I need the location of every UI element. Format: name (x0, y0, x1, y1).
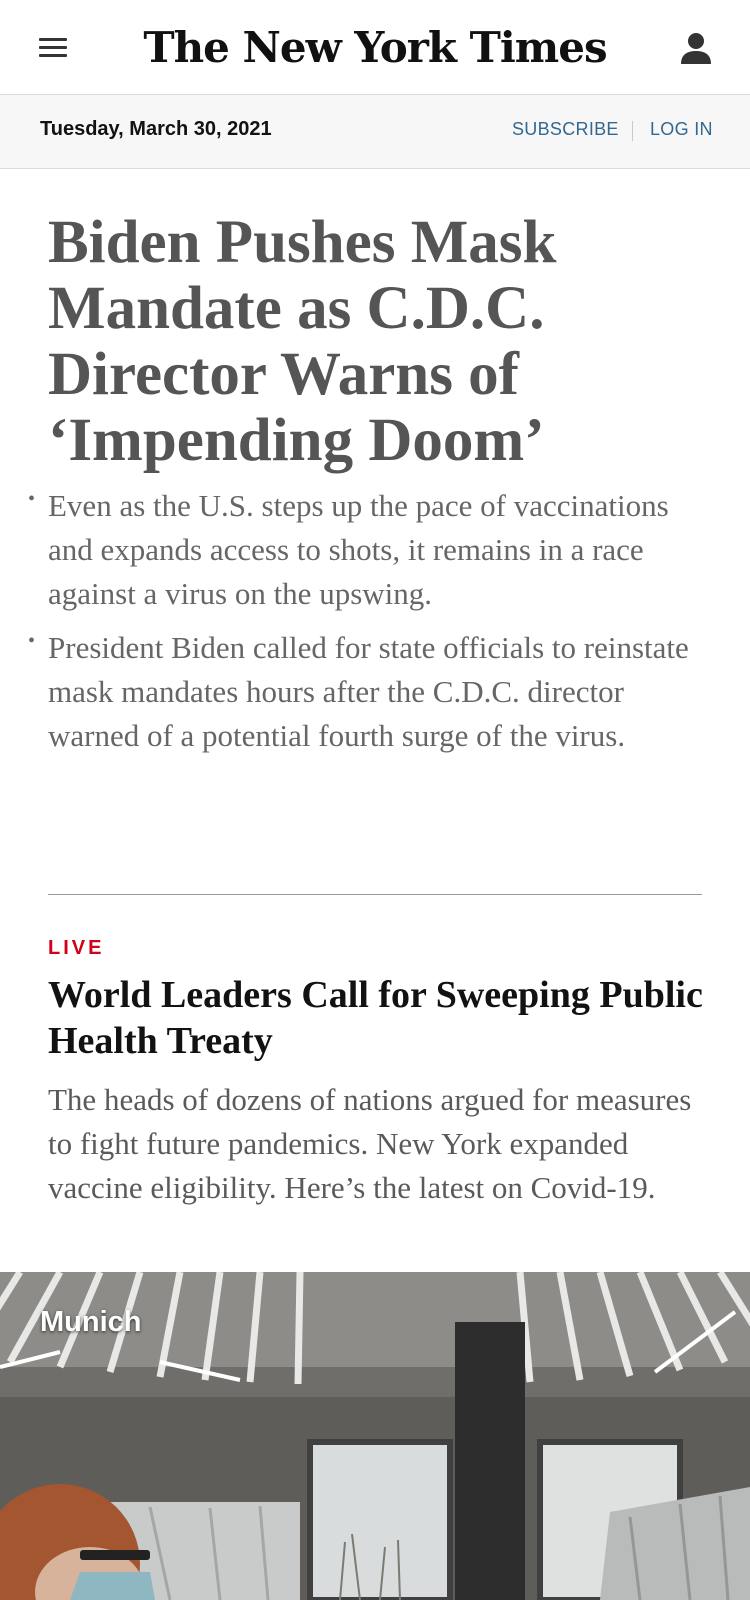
lead-story-bullet[interactable]: • Even as the U.S. steps up the pace of … (28, 484, 708, 616)
bullet-icon: • (28, 630, 36, 652)
hamburger-menu-icon[interactable] (36, 34, 72, 62)
bullet-text: President Biden called for state officia… (48, 630, 689, 753)
date-bar: Tuesday, March 30, 2021 SUBSCRIBE LOG IN (0, 95, 750, 169)
lead-story-headline[interactable]: Biden Pushes Mask Mandate as C.D.C. Dire… (48, 209, 557, 474)
site-logo[interactable]: The New York Times (143, 23, 607, 72)
photo-caption: Munich (40, 1306, 142, 1338)
bullet-text: Even as the U.S. steps up the pace of va… (48, 488, 669, 611)
second-story-headline[interactable]: World Leaders Call for Sweeping Public H… (48, 974, 703, 1062)
user-account-icon[interactable] (676, 28, 716, 68)
live-badge: LIVE (48, 937, 105, 959)
section-divider (48, 894, 702, 895)
site-header: The New York Times (0, 0, 750, 95)
current-date: Tuesday, March 30, 2021 (40, 118, 272, 140)
link-divider (632, 121, 633, 141)
login-link[interactable]: LOG IN (650, 119, 713, 139)
lead-story-bullet[interactable]: • President Biden called for state offic… (28, 626, 708, 758)
bullet-icon: • (28, 488, 36, 510)
second-story-summary[interactable]: The heads of dozens of nations argued fo… (48, 1082, 692, 1205)
lead-story-summary-list: • Even as the U.S. steps up the pace of … (28, 484, 708, 768)
story-photo[interactable]: Munich (0, 1272, 750, 1600)
subscribe-link[interactable]: SUBSCRIBE (512, 119, 619, 139)
vaccination-center-photo (0, 1272, 750, 1600)
